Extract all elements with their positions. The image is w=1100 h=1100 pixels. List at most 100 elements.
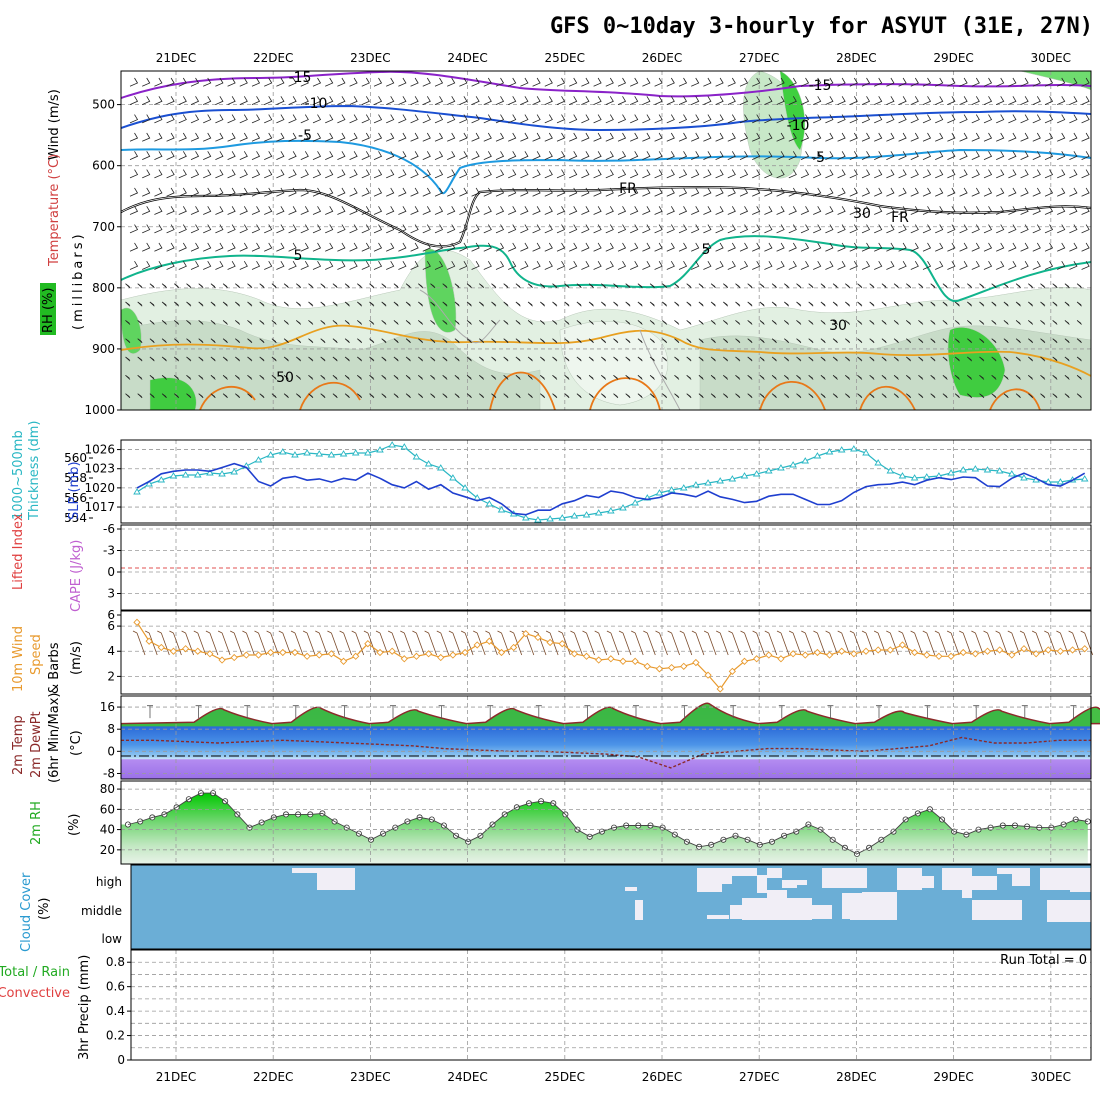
barb-952 xyxy=(698,301,704,307)
barb-1023 xyxy=(752,132,761,142)
barb-210 xyxy=(251,260,261,270)
barb-704 xyxy=(556,151,566,160)
barb-1418 xyxy=(980,412,985,416)
barb-914 xyxy=(674,338,680,344)
barb-1450 xyxy=(1008,260,1017,270)
barb-160 xyxy=(227,77,236,87)
barb-91 xyxy=(174,283,180,289)
barb-636 xyxy=(503,374,509,380)
thickness-line-point-54 xyxy=(789,461,797,468)
barb-546 xyxy=(459,187,468,197)
barb-727 xyxy=(569,206,578,215)
pressure-tick-500: 500 xyxy=(92,98,115,112)
barb-885 xyxy=(666,169,675,179)
barb-1114 xyxy=(796,338,802,344)
barb-1308 xyxy=(922,224,932,234)
barb-1255 xyxy=(881,356,887,362)
barb-1267 xyxy=(898,206,907,215)
barb-726 xyxy=(569,187,578,197)
barb-467 xyxy=(410,206,419,215)
barb-864 xyxy=(654,151,663,160)
barb-304 xyxy=(312,151,322,160)
barb-1504 xyxy=(1044,151,1054,160)
barb-652 xyxy=(515,301,521,307)
wind-speed-line-point-13 xyxy=(291,648,299,657)
barb-878 xyxy=(650,412,655,416)
barb-1184 xyxy=(849,151,858,160)
barb-1391 xyxy=(967,283,973,289)
upper-side-labels: Wind (m/s) Temperature (°C) RH (%) (mill… xyxy=(40,89,86,335)
wind-speed-line-point-70 xyxy=(983,647,992,655)
barb-1106 xyxy=(800,187,810,197)
barb-757 xyxy=(576,393,582,399)
barb-5 xyxy=(129,169,139,179)
barb-1101 xyxy=(800,96,810,105)
barb-108 xyxy=(190,224,200,234)
barb-127 xyxy=(203,206,212,215)
thickness-line-point-19 xyxy=(364,449,372,456)
precip-ticks: 00.20.40.60.8 xyxy=(106,955,131,1067)
barb-847 xyxy=(642,206,651,215)
barb-1090 xyxy=(788,260,797,270)
barb-243 xyxy=(276,132,285,142)
barb-1287 xyxy=(910,206,919,215)
barb-144 xyxy=(215,151,224,160)
barb-198 xyxy=(235,412,240,416)
wind-tick-6: 6 xyxy=(107,619,115,633)
cloud-gap-8 xyxy=(767,868,782,878)
barb-1383 xyxy=(971,132,980,142)
barb-1044 xyxy=(764,151,773,160)
barb-1405 xyxy=(983,169,993,179)
barb-216 xyxy=(247,374,253,380)
wind-speed-line-point-2 xyxy=(157,643,165,652)
barb-26 xyxy=(142,187,151,197)
barb-1043 xyxy=(764,132,773,142)
wind-speed-line-point-75 xyxy=(1044,646,1052,654)
thickness-line-point-16 xyxy=(327,451,336,458)
contour-label-8: FR xyxy=(891,210,909,226)
barb-572 xyxy=(466,301,472,307)
dewpt2m-label: 2m DewPt xyxy=(29,711,44,778)
barb-1204 xyxy=(861,151,871,160)
barb-612 xyxy=(491,301,497,307)
barb-908 xyxy=(678,224,688,234)
barb-758 xyxy=(577,412,582,416)
barb-1512 xyxy=(1040,301,1046,307)
barb-1225 xyxy=(874,169,883,179)
barb-455 xyxy=(393,356,399,362)
barb-536 xyxy=(442,374,448,380)
barb-1336 xyxy=(930,374,936,380)
barb-15 xyxy=(125,356,131,362)
barb-1371 xyxy=(954,283,960,289)
wind-speed-line-point-60 xyxy=(862,647,870,655)
barb-915 xyxy=(674,356,680,362)
surface-barb-34 xyxy=(545,630,559,656)
surface-barb-13 xyxy=(290,630,304,656)
barb-339 xyxy=(321,430,326,434)
barb-950 xyxy=(703,260,712,270)
thickness-line-point-45 xyxy=(679,484,688,491)
wind-speed-line-point-77 xyxy=(1068,646,1077,654)
barb-381 xyxy=(361,96,370,105)
barb-713 xyxy=(552,320,558,325)
barb-941 xyxy=(703,96,712,105)
millibars-label: (millibars) xyxy=(71,231,86,330)
barb-839 xyxy=(626,430,631,434)
barb-1369 xyxy=(959,242,968,252)
barb-406 xyxy=(373,187,383,197)
barb-1102 xyxy=(800,114,810,124)
barb-1531 xyxy=(1052,283,1058,289)
barb-1548 xyxy=(1069,224,1078,234)
barb-300 xyxy=(312,77,322,87)
barb-128 xyxy=(203,224,212,234)
barb-875 xyxy=(649,356,655,362)
barb-1415 xyxy=(979,356,985,362)
barb-543 xyxy=(459,132,468,142)
barb-58 xyxy=(150,412,155,416)
barb-1327 xyxy=(935,206,944,215)
barb-140 xyxy=(215,77,224,87)
barb-1016 xyxy=(735,374,741,380)
barb-17 xyxy=(125,393,131,399)
barb-909 xyxy=(678,242,688,252)
barb-399 xyxy=(357,430,362,434)
